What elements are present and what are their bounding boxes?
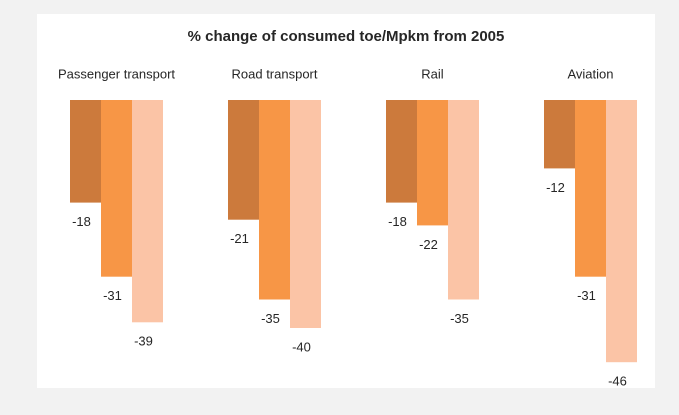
bar [544,100,575,169]
value-label: -39 [134,334,153,349]
value-label: -31 [577,288,596,303]
bar [228,100,259,220]
bar [575,100,606,277]
value-label: -35 [450,311,469,326]
bar [386,100,417,203]
value-label: -18 [388,214,407,229]
value-label: -46 [608,374,627,389]
chart-title: % change of consumed toe/Mpkm from 2005 [188,28,505,45]
category-label: Passenger transport [58,66,175,81]
value-label: -40 [292,339,311,354]
bar [448,100,479,300]
category-label: Aviation [567,66,613,81]
value-label: -22 [419,237,438,252]
bar [290,100,321,328]
category-label: Rail [421,66,444,81]
value-label: -35 [261,311,280,326]
value-label: -12 [546,180,565,195]
bar [101,100,132,277]
value-label: -31 [103,288,122,303]
bar [259,100,290,300]
bar [606,100,637,363]
value-label: -18 [72,214,91,229]
bar [70,100,101,203]
bar [417,100,448,226]
value-label: -21 [230,231,249,246]
category-label: Road transport [232,66,318,81]
bar [132,100,163,323]
